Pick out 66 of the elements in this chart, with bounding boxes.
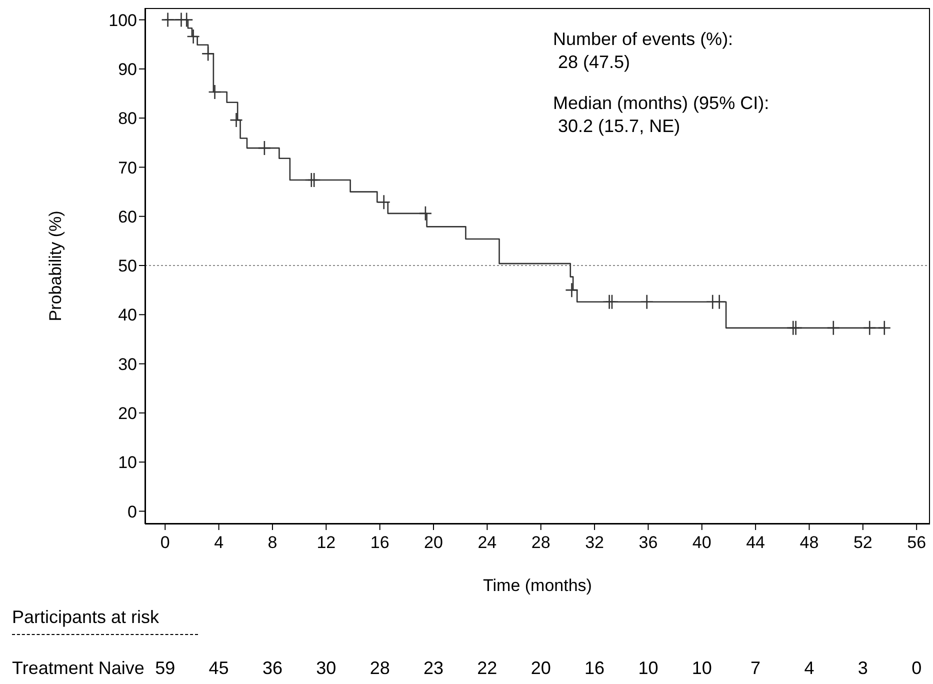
y-tick-label: 20 bbox=[118, 404, 137, 423]
text: 3 bbox=[856, 658, 869, 679]
annotation: Number of events (%): bbox=[553, 28, 734, 51]
text: 7 bbox=[750, 658, 762, 679]
text: 28 bbox=[368, 658, 391, 679]
point bbox=[186, 28, 200, 44]
x-tick-label: 24 bbox=[478, 533, 497, 552]
point bbox=[377, 194, 391, 210]
annotation: Median (months) (95% CI): bbox=[553, 92, 770, 115]
point bbox=[565, 282, 578, 298]
y-tick-label: 40 bbox=[118, 306, 137, 325]
text: 16 bbox=[584, 658, 606, 679]
x-tick-label: 20 bbox=[424, 533, 443, 552]
annotation: 28 (47.5) bbox=[557, 51, 632, 74]
text: 20 bbox=[530, 658, 552, 679]
text: 10 bbox=[637, 658, 660, 679]
text: 30 bbox=[315, 658, 338, 679]
point bbox=[418, 206, 432, 222]
y-axis-title: Probability (%) bbox=[46, 210, 66, 322]
annotation: 30.2 (15.7, NE) bbox=[557, 115, 682, 138]
text: 45 bbox=[208, 658, 230, 679]
x-axis-title: Time (months) bbox=[482, 576, 593, 596]
x-tick-label: 0 bbox=[160, 533, 170, 552]
x-tick-label: 52 bbox=[853, 533, 872, 552]
text: 4 bbox=[803, 658, 816, 679]
point bbox=[230, 112, 243, 128]
point bbox=[712, 294, 726, 310]
x-tick-label: 8 bbox=[268, 533, 278, 552]
text: 23 bbox=[422, 658, 445, 679]
text: Participants at risk bbox=[12, 606, 160, 628]
point bbox=[878, 320, 892, 336]
y-tick-label: 100 bbox=[108, 10, 137, 30]
y-tick-label: 60 bbox=[118, 207, 137, 226]
y-tick-label: 90 bbox=[118, 60, 137, 79]
point bbox=[201, 46, 215, 62]
text: 36 bbox=[261, 658, 284, 679]
point bbox=[640, 294, 654, 310]
x-tick-label: 28 bbox=[531, 533, 550, 552]
text: Treatment Naive bbox=[12, 658, 144, 679]
x-tick-label: 36 bbox=[638, 533, 658, 552]
x-tick-label: 40 bbox=[692, 533, 712, 552]
point bbox=[208, 84, 222, 100]
x-tick-label: 32 bbox=[585, 533, 604, 552]
text: 59 bbox=[154, 658, 176, 679]
y-tick-label: 10 bbox=[118, 453, 137, 472]
x-tick-label: 12 bbox=[316, 533, 336, 552]
point bbox=[161, 12, 174, 28]
text: 0 bbox=[910, 658, 923, 679]
point bbox=[307, 172, 321, 188]
x-tick-label: 44 bbox=[746, 533, 766, 552]
point bbox=[258, 140, 272, 156]
y-tick-label: 80 bbox=[118, 109, 137, 128]
point bbox=[789, 320, 802, 336]
x-tick-label: 56 bbox=[907, 533, 926, 552]
text: 10 bbox=[690, 658, 713, 679]
text: 22 bbox=[476, 658, 498, 679]
x-tick-label: 48 bbox=[800, 533, 819, 552]
y-tick-label: 50 bbox=[118, 256, 137, 276]
point bbox=[862, 320, 876, 336]
y-tick-label: 30 bbox=[118, 354, 137, 374]
point bbox=[605, 294, 619, 310]
point bbox=[826, 320, 840, 336]
x-tick-label: 16 bbox=[370, 533, 390, 552]
y-tick-label: 0 bbox=[128, 502, 137, 522]
x-tick-label: 4 bbox=[214, 533, 224, 552]
y-tick-label: 70 bbox=[118, 158, 137, 178]
